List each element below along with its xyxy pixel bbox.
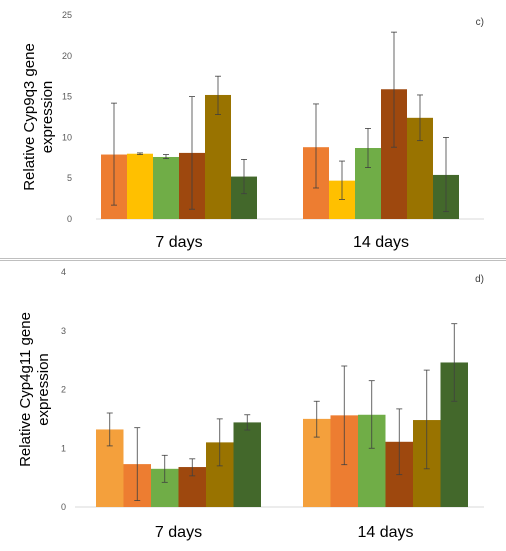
chart-d-category-label: 14 days xyxy=(357,524,413,541)
chart-panel-c: 0 5 10 15 20 25 7 days 14 days Relative Cyp9q3 g… xyxy=(0,0,506,259)
chart-d-y-axis-label-line: Relative Cyp4g11 gene xyxy=(17,312,34,467)
chart-c-ytick-label: 0 xyxy=(67,214,72,224)
chart-c-svg: 0 5 10 15 20 25 7 days 14 days Relative Cyp9q3 g… xyxy=(21,10,484,251)
chart-c-ytick-label: 20 xyxy=(62,51,72,61)
chart-d-ytick-label: 0 xyxy=(61,502,66,512)
chart-d-ytick-label: 1 xyxy=(61,443,66,453)
chart-c-category-label: 7 days xyxy=(155,234,202,251)
chart-c-category-label: 14 days xyxy=(353,234,409,251)
chart-c-ytick-label: 5 xyxy=(67,173,72,183)
chart-panel-d: 0 1 2 3 4 7 days 14 days Relative Cyp4g11 genee… xyxy=(0,260,506,551)
chart-d-bar xyxy=(233,422,261,507)
chart-d-panel-label: d) xyxy=(475,274,484,285)
chart-c-bar xyxy=(153,156,179,219)
chart-d-y-axis-label-line: expression xyxy=(35,353,52,426)
chart-d-ytick-label: 3 xyxy=(61,326,66,336)
chart-d-y-axis-label: Relative Cyp4g11 geneexpression xyxy=(17,312,52,467)
chart-d-ytick-label: 2 xyxy=(61,385,66,395)
chart-d-svg: 0 1 2 3 4 7 days 14 days Relative Cyp4g11 genee… xyxy=(17,267,484,541)
chart-c-ytick-label: 10 xyxy=(62,132,72,142)
chart-d-ytick-label: 4 xyxy=(61,267,66,277)
chart-c-bar xyxy=(205,94,231,219)
chart-c-ytick-label: 15 xyxy=(62,92,72,102)
chart-c-y-axis-label-line: Relative Cyp9q3 gene xyxy=(21,43,38,191)
chart-c-ytick-label: 25 xyxy=(62,10,72,20)
chart-c-y-axis-label-line: expression xyxy=(39,81,56,154)
chart-d-category-label: 7 days xyxy=(155,524,202,541)
chart-c-bar xyxy=(127,153,153,219)
chart-c-panel-label: c) xyxy=(476,17,484,28)
chart-c-y-axis-label: Relative Cyp9q3 geneexpression xyxy=(21,43,56,191)
